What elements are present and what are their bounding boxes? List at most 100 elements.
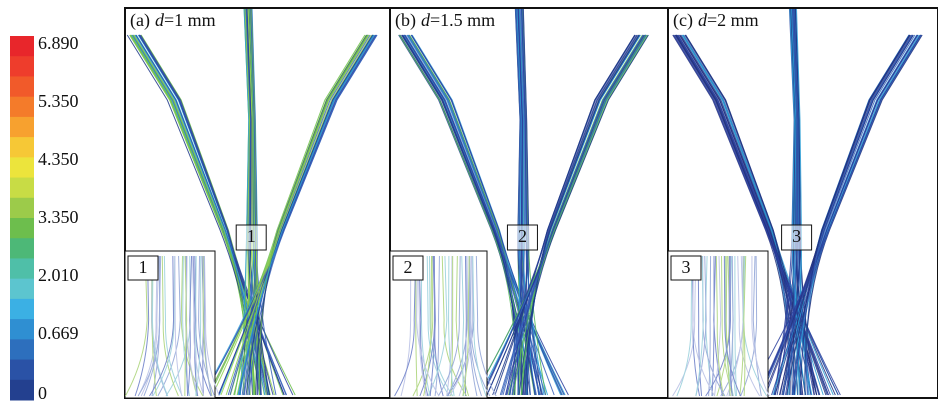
- inset-streamline: [157, 255, 181, 397]
- colorbar-segment: [10, 359, 34, 381]
- inset-streamline: [174, 255, 183, 397]
- inset-label-box: [670, 255, 702, 281]
- inset-streamline: [417, 255, 427, 397]
- inset-streamline: [472, 255, 487, 397]
- inset-streamline: [198, 255, 215, 397]
- inset-streamline: [416, 255, 440, 397]
- streamline: [804, 34, 920, 396]
- inset-streamline: [448, 255, 455, 397]
- colorbar-label: 0: [38, 383, 47, 403]
- panel: (c) d=2 mm 3 3: [667, 7, 938, 399]
- colorbar: 6.890 5.350 4.350 3.350 2.010 0.669 0: [10, 33, 79, 403]
- inset: 2: [389, 250, 497, 399]
- panel-label: (b) d=1.5 mm: [395, 10, 495, 31]
- inset-streamline: [743, 255, 747, 397]
- panel-frame: [667, 7, 938, 399]
- inset-streamline: [420, 255, 431, 397]
- streamline: [260, 34, 369, 396]
- inset-streamline: [184, 255, 188, 397]
- inset-streamline: [695, 255, 704, 397]
- colorbar-label: 4.350: [38, 149, 79, 169]
- colorbar-segment: [10, 36, 34, 57]
- streamline: [237, 34, 375, 396]
- streamline: [482, 34, 638, 396]
- inset-streamline: [461, 255, 465, 397]
- inset-streamline: [711, 255, 715, 397]
- colorbar-segment: [10, 157, 34, 179]
- marker-box: [506, 224, 538, 251]
- colorbar-segment: [10, 56, 34, 77]
- streamline: [508, 34, 644, 396]
- inset-streamline: [715, 255, 725, 397]
- streamline: [486, 34, 647, 396]
- inset-streamline: [705, 255, 731, 397]
- inset-streamline: [429, 255, 436, 397]
- inset-streamline: [203, 255, 220, 397]
- inset-streamline: [751, 255, 770, 397]
- colorbar-segment: [10, 379, 34, 401]
- streamline: [130, 34, 251, 396]
- streamline: [526, 34, 640, 396]
- inset-streamline: [734, 255, 738, 397]
- streamline: [134, 34, 270, 396]
- inset-streamline: [400, 255, 412, 397]
- marker-label: 3: [792, 226, 801, 246]
- inset: 3: [667, 250, 770, 399]
- colorbar-segment: [10, 177, 34, 199]
- inset-streamline: [149, 255, 175, 397]
- colorbar-segment: [10, 116, 34, 138]
- streamline: [782, 34, 919, 396]
- inset-streamline: [437, 255, 461, 397]
- streamline: [804, 34, 923, 396]
- colorbar-label: 6.890: [38, 33, 79, 53]
- streamline: [525, 34, 641, 396]
- inset-streamline: [723, 255, 742, 397]
- inset-streamline: [446, 255, 453, 397]
- colorbar-segment: [10, 96, 34, 118]
- panel-value: =1.5 mm: [430, 10, 495, 30]
- streamline: [258, 34, 368, 396]
- inset-streamline: [721, 255, 734, 397]
- panel: (b) d=1.5 mm 2 2: [389, 7, 669, 399]
- marker-label: 1: [247, 226, 256, 246]
- colorbar-segment: [10, 218, 34, 239]
- marker-label: 2: [518, 226, 527, 246]
- colorbar-segment: [10, 238, 34, 259]
- inset-streamline: [192, 255, 205, 397]
- inset-streamline: [672, 255, 697, 397]
- streamline: [212, 34, 369, 396]
- inset-label-box: [392, 255, 424, 281]
- streamline: [526, 34, 641, 396]
- panel-label: (a) d=1 mm: [130, 10, 216, 31]
- streamline: [524, 34, 638, 396]
- inset-streamline: [697, 255, 703, 397]
- streamline: [255, 34, 373, 396]
- inset-label: 3: [682, 257, 691, 277]
- colorbar-segment: [10, 339, 34, 361]
- inset-streamline: [708, 255, 712, 397]
- inset-streamline: [692, 255, 716, 397]
- inset-streamline: [469, 255, 491, 397]
- panel-symbol: d: [421, 10, 431, 30]
- colorbar-label: 5.350: [38, 91, 79, 111]
- inset-label: 1: [139, 257, 148, 277]
- inset-streamline: [713, 255, 722, 397]
- marker-box: [781, 224, 813, 251]
- inset-streamline: [728, 255, 733, 397]
- colorbar-segment: [10, 319, 34, 340]
- colorbar-segment: [10, 298, 34, 320]
- inset-streamline: [394, 255, 417, 397]
- inset-streamline: [203, 255, 212, 397]
- streamline: [408, 34, 536, 396]
- colorbar-label: 3.350: [38, 207, 79, 227]
- streamline: [474, 34, 646, 396]
- inset-streamline: [423, 255, 433, 397]
- colorbar-segment: [10, 197, 34, 219]
- panel: (a) d=1 mm 1 1: [124, 7, 391, 399]
- colorbar-segment: [10, 278, 34, 300]
- colorbar-segment: [10, 258, 34, 280]
- inset-streamline: [455, 255, 470, 397]
- panel-value: =1 mm: [164, 10, 216, 30]
- streamline: [672, 34, 841, 396]
